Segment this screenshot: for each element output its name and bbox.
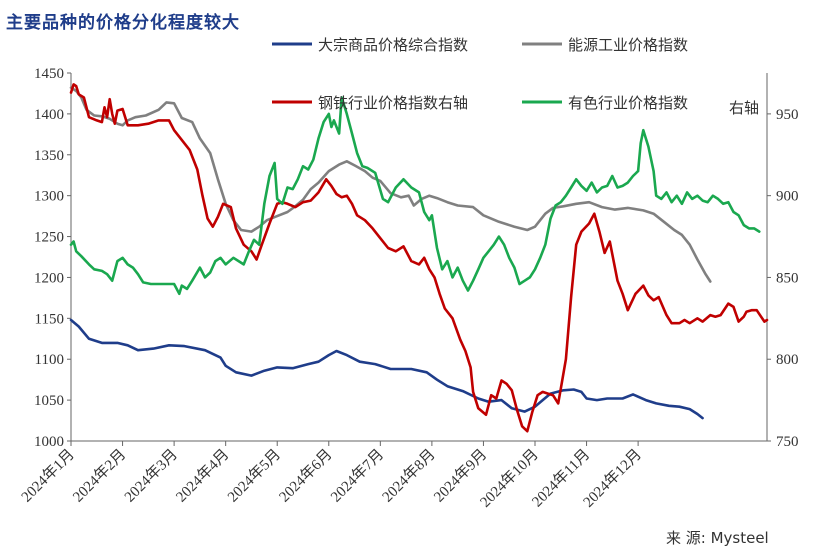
series-line-2 xyxy=(69,86,712,283)
x-tick-label: 2024年1月 xyxy=(18,446,78,506)
series-line-1 xyxy=(69,318,704,420)
right-tick-label: 850 xyxy=(776,270,799,286)
series-layer xyxy=(69,83,769,433)
legend-label-4: 有色行业价格指数 xyxy=(568,94,688,112)
left-tick-label: 1350 xyxy=(34,148,64,164)
x-tick-label: 2024年2月 xyxy=(70,446,130,506)
left-tick-label: 1400 xyxy=(34,107,64,123)
legend-label-2: 能源工业价格指数 xyxy=(568,36,688,54)
right-axis-note: 右轴 xyxy=(729,99,759,117)
x-tick-label: 2024年5月 xyxy=(224,446,284,506)
x-tick-label: 2024年3月 xyxy=(121,446,181,506)
right-tick-label: 950 xyxy=(776,107,799,123)
right-tick-label: 750 xyxy=(776,434,799,450)
right-tick-label: 900 xyxy=(776,189,799,205)
left-tick-label: 1100 xyxy=(35,352,64,368)
right-tick-label: 800 xyxy=(776,352,799,368)
series-line-3 xyxy=(69,83,769,433)
legend-label-1: 大宗商品价格综合指数 xyxy=(318,36,468,54)
x-tick-label: 2024年4月 xyxy=(173,446,233,506)
left-tick-label: 1300 xyxy=(34,189,64,205)
left-tick-label: 1150 xyxy=(35,311,64,327)
left-tick-label: 1000 xyxy=(34,434,64,450)
x-tick-label: 2024年8月 xyxy=(379,446,439,506)
chart-title: 主要品种的价格分化程度较大 xyxy=(6,13,240,33)
x-tick-label: 2024年6月 xyxy=(276,446,336,506)
left-tick-label: 1050 xyxy=(34,393,64,409)
left-tick-label: 1200 xyxy=(34,270,64,286)
axes: 1000 1050 1100 1150 1200 1250 1300 1350 1400 1450… xyxy=(18,66,798,511)
legend-label-3: 钢铁行业价格指数右轴 xyxy=(318,94,468,112)
series-line-4 xyxy=(69,96,761,296)
source-label: 来 源: Mysteel xyxy=(666,529,769,547)
left-tick-label: 1250 xyxy=(34,230,64,246)
left-tick-label: 1450 xyxy=(34,66,64,82)
x-tick-label: 2024年7月 xyxy=(327,446,387,506)
